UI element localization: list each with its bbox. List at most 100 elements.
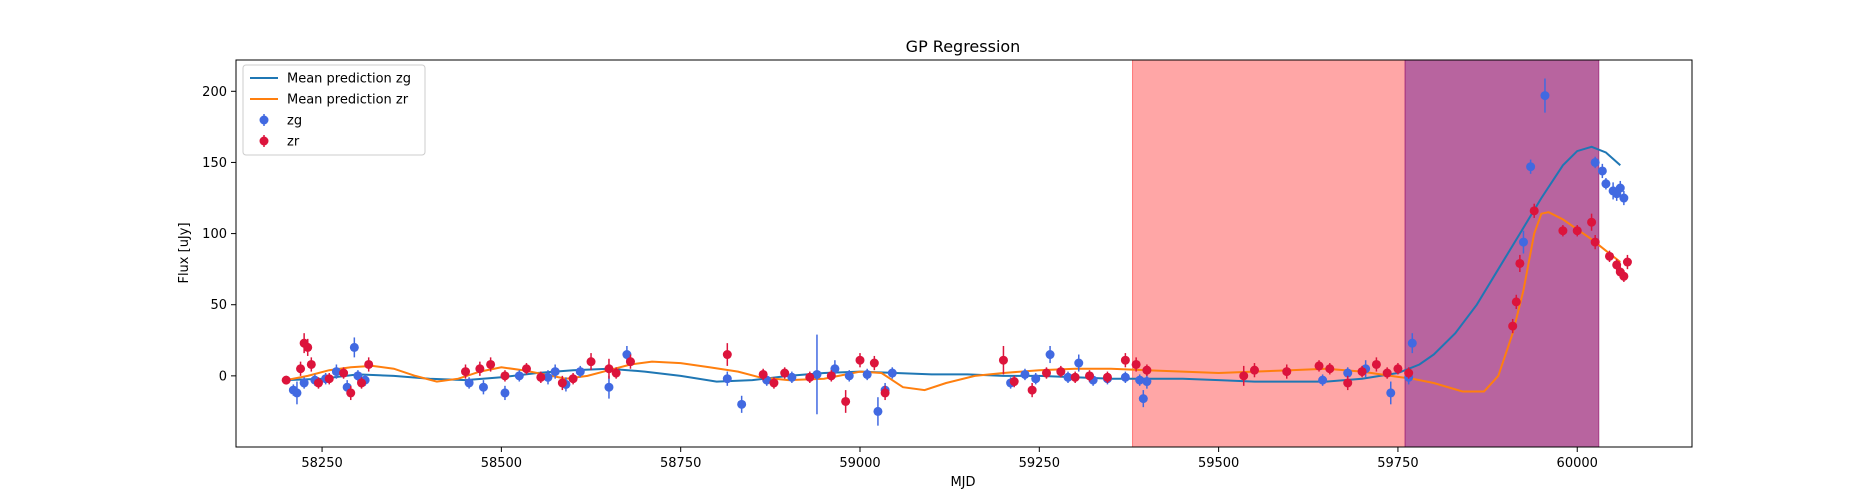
point-zr-30 xyxy=(856,353,865,367)
marker xyxy=(1605,252,1614,261)
marker xyxy=(1591,158,1600,167)
marker xyxy=(1142,377,1151,386)
y-tick-label: 150 xyxy=(202,156,227,171)
marker xyxy=(486,360,495,369)
marker xyxy=(604,383,613,392)
marker xyxy=(522,364,531,373)
marker xyxy=(1408,339,1417,348)
point-zg-27 xyxy=(863,369,872,380)
marker xyxy=(723,374,732,383)
x-tick-label: 58250 xyxy=(301,456,342,471)
marker xyxy=(1372,360,1381,369)
point-zr-1 xyxy=(296,362,305,376)
point-zr-23 xyxy=(723,343,732,366)
marker xyxy=(465,378,474,387)
chart-title: GP Regression xyxy=(906,37,1021,56)
marker xyxy=(536,373,545,382)
marker xyxy=(282,376,291,385)
marker xyxy=(873,407,882,416)
marker xyxy=(576,367,585,376)
x-tick-label: 60000 xyxy=(1557,456,1598,471)
marker xyxy=(1587,218,1596,227)
y-axis-label: Flux [uJy] xyxy=(177,222,192,283)
marker xyxy=(325,374,334,383)
marker xyxy=(1315,361,1324,370)
marker xyxy=(1031,374,1040,383)
point-zr-20 xyxy=(604,359,613,379)
marker xyxy=(888,369,897,378)
marker xyxy=(845,371,854,380)
point-zr-38 xyxy=(1071,372,1080,383)
marker xyxy=(1071,373,1080,382)
marker xyxy=(1103,373,1112,382)
marker xyxy=(626,357,635,366)
legend-label: Mean prediction zr xyxy=(287,93,409,108)
marker xyxy=(780,369,789,378)
shaded-region-0 xyxy=(1133,60,1406,447)
marker xyxy=(881,388,890,397)
marker xyxy=(1512,297,1521,306)
point-zr-31 xyxy=(870,356,879,370)
marker xyxy=(1121,373,1130,382)
marker xyxy=(1526,162,1535,171)
marker xyxy=(1386,388,1395,397)
marker xyxy=(1393,364,1402,373)
marker xyxy=(723,350,732,359)
marker xyxy=(1010,377,1019,386)
point-zr-10 xyxy=(364,357,373,371)
marker xyxy=(364,360,373,369)
marker xyxy=(303,343,312,352)
marker xyxy=(1515,259,1524,268)
marker xyxy=(805,373,814,382)
marker xyxy=(300,378,309,387)
point-zg-13 xyxy=(515,370,524,381)
marker xyxy=(569,374,578,383)
marker xyxy=(863,370,872,379)
point-zg-28 xyxy=(873,397,882,425)
y-axis-ticks: 0 50 100 150 200 xyxy=(202,85,236,385)
marker xyxy=(1046,350,1055,359)
point-zg-11 xyxy=(479,380,488,394)
marker xyxy=(1343,378,1352,387)
x-tick-label: 58750 xyxy=(660,456,701,471)
marker xyxy=(314,378,323,387)
x-tick-label: 59000 xyxy=(839,456,880,471)
marker xyxy=(1558,226,1567,235)
point-zr-15 xyxy=(522,363,531,374)
point-zr-63 xyxy=(1605,251,1614,262)
marker xyxy=(1508,322,1517,331)
marker xyxy=(357,378,366,387)
marker xyxy=(461,367,470,376)
marker xyxy=(475,364,484,373)
marker xyxy=(737,400,746,409)
marker xyxy=(500,371,509,380)
marker xyxy=(1540,91,1549,100)
marker xyxy=(515,371,524,380)
point-zr-35 xyxy=(1028,383,1037,397)
marker xyxy=(1132,360,1141,369)
legend-label: Mean prediction zg xyxy=(287,72,411,87)
marker xyxy=(1121,356,1130,365)
marker xyxy=(1404,369,1413,378)
legend-marker-swatch xyxy=(260,137,269,146)
point-zr-41 xyxy=(1121,353,1130,367)
point-zr-67 xyxy=(1623,255,1632,269)
x-tick-label: 59250 xyxy=(1019,456,1060,471)
marker xyxy=(1139,394,1148,403)
marker xyxy=(1282,367,1291,376)
point-zr-4 xyxy=(307,357,316,371)
marker xyxy=(296,364,305,373)
marker xyxy=(1239,371,1248,380)
point-zr-29 xyxy=(841,390,850,413)
marker xyxy=(856,356,865,365)
marker xyxy=(827,371,836,380)
x-axis-ticks: 58250 58500 58750 59000 59250 59500 59750 60000 xyxy=(301,447,1598,471)
x-tick-label: 59750 xyxy=(1377,456,1418,471)
marker xyxy=(307,360,316,369)
marker xyxy=(1028,386,1037,395)
legend-label: zr xyxy=(287,135,300,150)
x-tick-label: 58500 xyxy=(481,456,522,471)
shaded-region-1 xyxy=(1405,60,1599,447)
marker xyxy=(1530,206,1539,215)
point-zg-33 xyxy=(1031,373,1040,384)
